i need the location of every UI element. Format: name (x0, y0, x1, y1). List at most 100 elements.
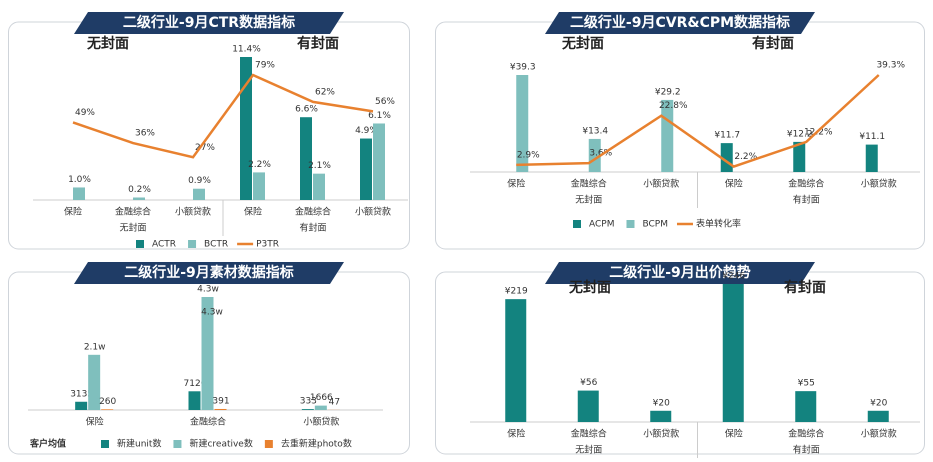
data-label: ¥219 (505, 287, 528, 297)
x-tick-label: 保险 (64, 206, 82, 218)
data-label: 2.1% (308, 161, 331, 171)
group-label: 有封面 (793, 194, 820, 206)
data-label: 0.2% (128, 185, 151, 195)
title-tab (74, 262, 344, 284)
data-label: 47 (329, 397, 340, 407)
data-label: 333 (300, 397, 317, 407)
legend-label: ACPM (589, 220, 614, 230)
bar (314, 405, 327, 410)
line-label: 12.2% (804, 127, 833, 137)
legend-swatch (173, 440, 182, 448)
bar (73, 187, 85, 200)
data-label: ¥20 (653, 398, 670, 408)
data-label: 11.4% (232, 45, 261, 55)
data-label: ¥56 (580, 378, 597, 388)
x-tick-label: 保险 (725, 178, 743, 190)
bar (88, 354, 101, 410)
title-tab (545, 12, 815, 34)
bar (373, 123, 385, 200)
data-label: ¥55 (798, 379, 815, 389)
data-label: 6.6% (295, 105, 318, 115)
bar (193, 188, 205, 200)
data-label: 0.9% (188, 176, 211, 186)
x-tick-label: 保险 (86, 416, 104, 428)
annotation: 4.3w (201, 308, 223, 318)
legend-swatch (626, 220, 635, 228)
legend-label: BCTR (204, 240, 228, 250)
line-label: 2.2% (734, 152, 757, 162)
data-label: ¥20 (870, 398, 887, 408)
data-label: 7120 (184, 379, 207, 389)
bar (865, 144, 878, 172)
line-label: 56% (375, 97, 395, 107)
data-label: 3135 (70, 389, 93, 399)
panel-border (435, 21, 925, 250)
legend-label: ACTR (152, 240, 176, 250)
bar (722, 284, 744, 422)
data-label: ¥29.2 (655, 87, 681, 97)
section-header: 无封面 (86, 35, 129, 52)
line-label: 49% (75, 108, 95, 118)
legend-label: BCPM (642, 220, 668, 230)
data-label: ¥246 (722, 272, 745, 282)
section-header: 无封面 (561, 35, 604, 52)
legend-swatch (101, 440, 109, 448)
data-label: 4.9% (355, 126, 378, 136)
legend-label: P3TR (256, 240, 279, 250)
legend-swatch (188, 240, 197, 248)
section-header: 有封面 (752, 35, 794, 52)
line-label: 22.8% (659, 101, 688, 111)
x-tick-label: 金融综合 (571, 428, 607, 440)
group-label: 无封面 (575, 444, 602, 456)
data-label: 2.1w (84, 342, 106, 352)
data-label: 1666 (310, 393, 333, 403)
x-tick-label: 金融综合 (571, 178, 607, 190)
data-label: 6.1% (368, 111, 391, 121)
data-label: 4.3w (197, 285, 219, 295)
data-label: ¥11.7 (714, 131, 740, 141)
chart-title: 二级行业-9月CVR&CPM数据指标 (570, 14, 790, 31)
chart-title: 二级行业-9月出价趋势 (609, 264, 751, 281)
bar (577, 390, 599, 422)
x-tick-label: 小额贷款 (861, 428, 897, 440)
x-tick-label: 金融综合 (788, 178, 824, 190)
line-label: 2.9% (517, 150, 540, 160)
bar (133, 197, 145, 200)
legend-swatch (264, 440, 273, 448)
bar (588, 138, 601, 172)
x-tick-label: 小额贷款 (643, 428, 679, 440)
legend-swatch (573, 220, 581, 228)
x-tick-label: 保险 (244, 206, 262, 218)
x-tick-label: 小额贷款 (303, 416, 339, 428)
group-label: 有封面 (793, 444, 820, 456)
line-label: 27% (195, 143, 215, 153)
data-label: 1.0% (68, 175, 91, 185)
x-tick-label: 小额贷款 (355, 206, 391, 218)
x-tick-label: 小额贷款 (861, 178, 897, 190)
x-tick-label: 金融综合 (788, 428, 824, 440)
line-label: 79% (255, 61, 275, 71)
line-label: 39.3% (876, 61, 905, 71)
x-tick-label: 金融综合 (295, 206, 331, 218)
legend-note: 客户均值 (29, 438, 66, 450)
x-tick-label: 保险 (507, 178, 525, 190)
bar (214, 408, 227, 410)
bar (516, 75, 529, 172)
line-label: 62% (315, 87, 335, 97)
x-tick-label: 金融综合 (190, 416, 226, 428)
section-header: 有封面 (297, 35, 339, 52)
data-label: 260 (99, 397, 116, 407)
bar (650, 410, 672, 422)
data-label: ¥11.1 (859, 132, 885, 142)
bar (313, 173, 325, 200)
bar (201, 297, 214, 410)
bar (253, 172, 265, 200)
bar (300, 117, 312, 200)
group-label: 有封面 (299, 222, 326, 234)
title-tab (74, 12, 344, 34)
section-header: 有封面 (784, 279, 826, 296)
legend-label: 表单转化率 (696, 218, 741, 230)
